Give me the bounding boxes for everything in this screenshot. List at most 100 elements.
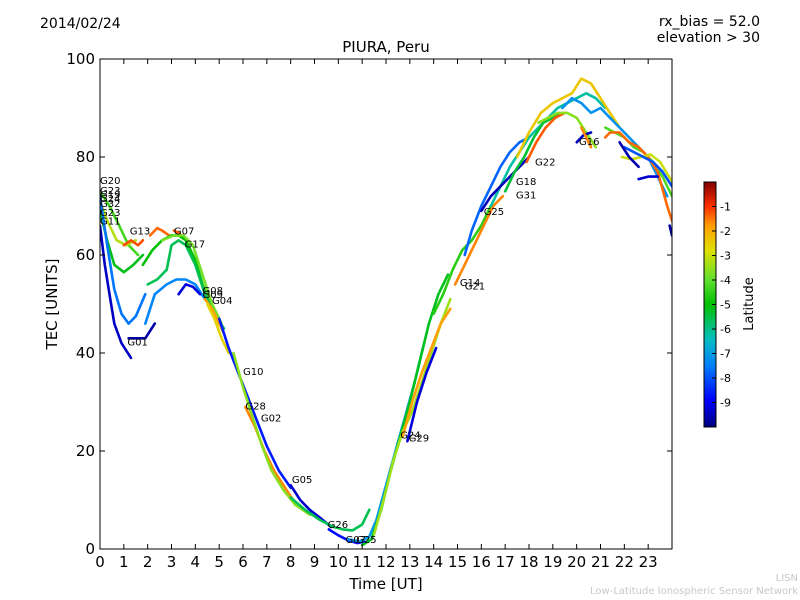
series-line-g31b [503, 111, 564, 193]
series-line-g01 [100, 224, 133, 360]
colorbar: -1 -2 -3 -4 -5 -6 -7 -8 -9 Latitude [703, 181, 757, 428]
series-line-g24 [360, 273, 450, 547]
y-axis-label: TEC [UNITS] [43, 259, 61, 351]
satellite-label-g23: G23 [100, 186, 120, 197]
satellite-label-g31: G31 [516, 191, 536, 202]
satellite-label-g01: G01 [127, 338, 147, 349]
y-tick-label: 40 [76, 344, 95, 362]
x-tick-label: 8 [286, 553, 296, 571]
x-tick-label: 5 [214, 553, 224, 571]
x-tick-label: 2 [143, 553, 153, 571]
series-line-g32 [100, 199, 138, 247]
series-line-g31 [480, 155, 531, 213]
series-line-g23 [100, 194, 147, 325]
satellite-label-g26: G26 [328, 520, 348, 531]
colorbar-tick-label: -1 [720, 201, 731, 214]
x-tick-label: 3 [167, 553, 177, 571]
satellite-label-g28: G28 [245, 401, 265, 412]
series-line-g04 [206, 302, 230, 355]
series-line-g13b [148, 226, 171, 237]
series-line-g20 [100, 190, 140, 257]
satellite-label-g18: G18 [516, 177, 536, 188]
satellite-label-g07: G07 [346, 535, 366, 546]
series-line-g21 [453, 194, 505, 286]
date-label: 2014/02/24 [40, 16, 121, 32]
satellite-label-g09: G09 [203, 290, 223, 301]
x-axis: 0 1 2 3 4 5 6 7 8 9 10 11 12 13 14 15 16 17 18 19 20 21 22 23 [95, 59, 658, 571]
colorbar-tick-label: -6 [720, 323, 731, 336]
colorbar-tick-label: -2 [720, 225, 731, 238]
x-tick-label: 16 [472, 553, 491, 571]
series-line-g22c [537, 111, 597, 149]
y-axis: 0 20 40 60 80 100 [66, 50, 672, 558]
series-line-g17c [160, 234, 223, 325]
rx-bias-label: rx_bias = 52.0 [658, 14, 760, 30]
x-tick-label: 10 [329, 553, 348, 571]
series-line-g12 [144, 278, 207, 325]
footer-network: Low-Latitude Ionospheric Sensor Network [590, 586, 798, 597]
satellite-label-g02: G02 [261, 414, 281, 425]
satellite-label-g25: G25 [356, 535, 376, 546]
colorbar-tick-label: -9 [720, 397, 731, 410]
x-tick-label: 18 [519, 553, 538, 571]
footer-brand: LISN [775, 573, 798, 584]
series-line-g01b [127, 322, 157, 340]
series-line-g30b [604, 131, 672, 222]
run-parameters: rx_bias = 52.0 elevation > 30 [657, 14, 760, 46]
satellite-label-g24: G24 [100, 194, 120, 205]
x-tick-label: 13 [400, 553, 419, 571]
x-tick-label: 6 [238, 553, 248, 571]
satellite-label-g29: G29 [409, 434, 429, 445]
series-line-g02 [232, 351, 311, 516]
satellite-label-g04: G04 [212, 296, 232, 307]
satellite-label-g08: G08 [203, 286, 223, 297]
x-tick-label: 15 [448, 553, 467, 571]
series-line-g14 [432, 204, 493, 316]
x-tick-label: 1 [119, 553, 129, 571]
satellite-label-g21: G21 [465, 281, 485, 292]
series-line-g10 [217, 317, 292, 490]
footer: LISN Low-Latitude Ionospheric Sensor Net… [590, 572, 798, 598]
y-tick-label: 80 [76, 148, 95, 166]
series-line-g29b [406, 346, 438, 443]
x-tick-label: 22 [615, 553, 634, 571]
colorbar-tick-label: -4 [720, 274, 731, 287]
x-tick-label: 14 [424, 553, 443, 571]
y-tick-label: 20 [76, 442, 95, 460]
series-line-g22b [515, 77, 621, 159]
x-tick-label: 11 [353, 553, 372, 571]
satellite-label-g14: G14 [460, 278, 480, 289]
satellite-label-g23: G23 [100, 208, 120, 219]
series-line-g25b [463, 136, 531, 257]
colorbar-label: Latitude [742, 277, 757, 331]
series-line-g29 [401, 307, 452, 438]
satellite-label-g07: G07 [174, 226, 194, 237]
x-tick-label: 19 [543, 553, 562, 571]
x-tick-label: 23 [639, 553, 658, 571]
satellite-label-g25: G25 [484, 207, 504, 218]
series-line-g08 [177, 283, 202, 296]
x-tick-label: 9 [310, 553, 320, 571]
series-line-g22 [525, 111, 567, 164]
y-tick-label: 0 [85, 540, 95, 558]
x-tick-label: 4 [191, 553, 201, 571]
elevation-label: elevation > 30 [656, 30, 760, 46]
x-tick-label: 17 [496, 553, 515, 571]
series-line-g16c [580, 126, 593, 149]
satellite-label-g05: G05 [292, 475, 312, 486]
satellite-label-g32: G32 [100, 199, 120, 210]
colorbar-tick-label: -5 [720, 299, 731, 312]
satellite-label-g20: G20 [100, 176, 120, 187]
satellite-label-g10: G10 [243, 367, 263, 378]
y-tick-label: 100 [66, 50, 95, 68]
chart-title: PIURA, Peru [342, 38, 429, 56]
x-tick-label: 21 [591, 553, 610, 571]
satellite-label-g16: G16 [579, 137, 599, 148]
series-line-g30d [623, 145, 672, 188]
x-tick-label: 0 [95, 553, 105, 571]
colorbar-tick-label: -8 [720, 372, 731, 385]
x-tick-label: 12 [376, 553, 395, 571]
x-tick-label: 7 [262, 553, 272, 571]
